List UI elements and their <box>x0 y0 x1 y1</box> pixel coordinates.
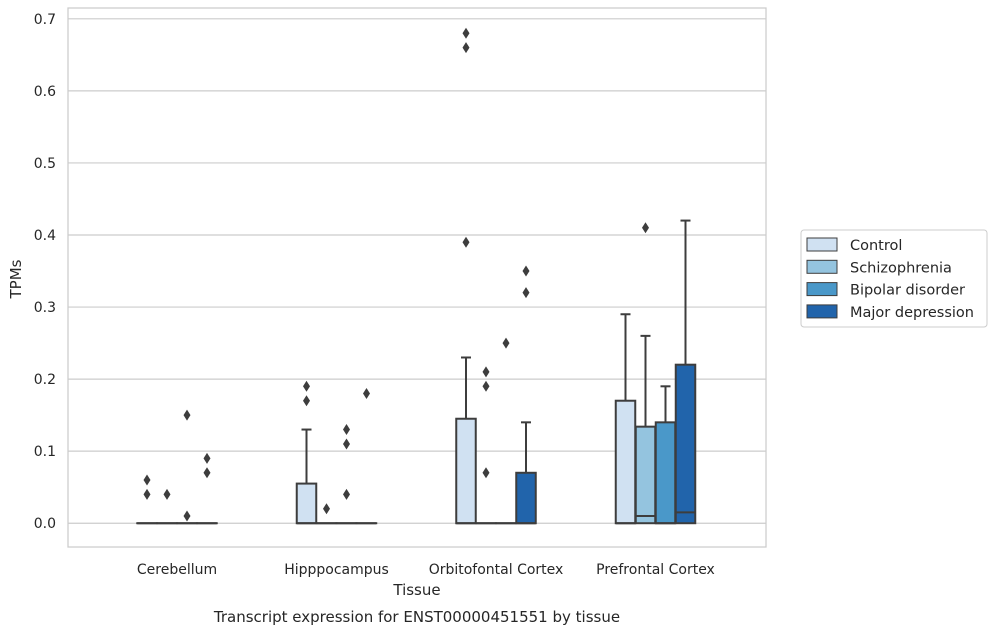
legend-label: Major depression <box>850 305 974 321</box>
box-3-2 <box>515 265 537 525</box>
outlier-point <box>462 236 470 248</box>
outlier-point <box>343 438 350 450</box>
outlier-point <box>143 488 151 500</box>
outlier-point <box>642 222 649 234</box>
box-body <box>515 471 537 525</box>
outlier-point <box>163 488 171 500</box>
y-tick-label: 0.2 <box>34 372 56 388</box>
x-tick-label: Cerebellum <box>137 562 217 578</box>
x-tick-label: Prefrontal Cortex <box>596 562 715 578</box>
legend-swatch <box>806 237 838 252</box>
outlier-point <box>482 380 490 392</box>
y-axis-ticks: 0.0 0.1 0.2 0.3 0.4 0.5 0.6 0.7 <box>34 12 56 532</box>
box-2-1 <box>335 424 358 525</box>
outlier-point <box>343 488 350 500</box>
outlier-point <box>502 337 510 349</box>
box-body <box>674 363 697 525</box>
y-tick-label: 0.1 <box>34 444 56 460</box>
y-tick-label: 0.7 <box>34 12 56 28</box>
box-body <box>654 421 677 525</box>
outlier-point <box>522 287 530 299</box>
y-tick-label: 0.5 <box>34 156 56 172</box>
outlier-point <box>462 42 470 54</box>
box-0-2 <box>455 27 477 525</box>
legend-swatch <box>806 304 838 319</box>
box-3-1 <box>355 388 378 525</box>
y-tick-label: 0.3 <box>34 300 56 316</box>
outlier-point <box>183 510 191 522</box>
x-tick-label: Orbitofontal Cortex <box>429 562 564 578</box>
box-body <box>455 417 477 525</box>
y-axis-label: TPMs <box>7 259 25 299</box>
y-tick-label: 0.4 <box>34 228 56 244</box>
box-body <box>614 399 637 525</box>
outlier-point <box>482 467 490 479</box>
outlier-point <box>143 474 151 486</box>
box-1-3 <box>634 222 657 525</box>
box-1-2 <box>475 366 497 525</box>
outlier-point <box>203 452 211 464</box>
box-0-0 <box>136 474 158 525</box>
y-tick-label: 0.0 <box>34 516 56 532</box>
outlier-point <box>323 503 330 515</box>
box-2-0 <box>176 409 198 525</box>
x-tick-label: Hipppocampus <box>284 562 389 578</box>
outlier-point <box>462 27 470 39</box>
outlier-point <box>363 388 370 400</box>
box-2-2 <box>495 337 517 525</box>
box-1-1 <box>315 503 338 525</box>
legend-label: Control <box>850 238 902 254</box>
x-axis-label: Tissue <box>392 581 440 599</box>
legend-frame <box>800 229 988 328</box>
box-1-0 <box>156 488 178 525</box>
chart-caption: Transcript expression for ENST0000045155… <box>213 608 620 626</box>
outlier-point <box>303 395 310 407</box>
outlier-point <box>183 409 191 421</box>
x-axis-ticks: Cerebellum Hipppocampus Orbitofontal Corte… <box>137 562 715 578</box>
outlier-point <box>522 265 530 277</box>
grid-lines <box>68 18 766 524</box>
outlier-point <box>482 366 490 378</box>
outlier-point <box>203 467 211 479</box>
plot-frame <box>67 7 767 548</box>
y-tick-label: 0.6 <box>34 84 56 100</box>
legend-swatch <box>806 259 838 274</box>
legend-swatch <box>806 282 838 297</box>
legend-label: Schizophrenia <box>850 260 952 276</box>
outlier-point <box>343 424 350 436</box>
box-3-3 <box>674 219 697 525</box>
box-body <box>295 482 318 525</box>
outlier-point <box>303 380 310 392</box>
box-plot-marks <box>136 27 697 525</box>
box-body <box>634 425 657 525</box>
box-0-3 <box>614 313 637 525</box>
legend-label: Bipolar disorder <box>850 283 965 299</box>
box-2-3 <box>654 385 677 525</box>
box-3-0 <box>196 452 218 525</box>
box-0-1 <box>295 380 318 525</box>
legend: Control Schizophrenia Bipolar disorder Majo… <box>800 229 988 328</box>
